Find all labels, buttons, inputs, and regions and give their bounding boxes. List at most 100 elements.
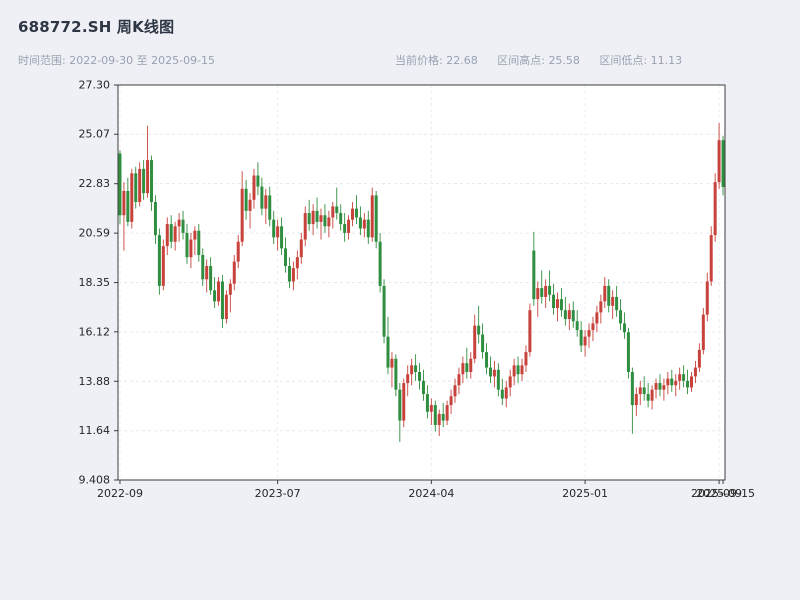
candle-body [327,217,331,227]
candle-body [583,336,587,346]
candle-body [591,323,595,331]
candle-body [130,173,134,222]
y-tick-label: 20.59 [79,227,111,240]
candle-body [382,285,386,337]
candle-body [425,394,429,412]
candle-body [441,413,445,421]
candle-body [575,321,579,331]
candle-body [693,367,697,377]
candle-body [213,290,217,302]
candle-body [138,168,142,203]
candle-body [717,140,721,183]
x-tick-label: 2025-09 [696,487,742,500]
candle-body [678,374,682,381]
candle-body [445,405,449,421]
current-price-stat: 当前价格: 22.68 [395,54,478,67]
candle-body [674,380,678,386]
candle-body [473,325,477,359]
candle-body [339,213,343,225]
candle-body [437,413,441,425]
candle-body [666,378,670,386]
candle-body [540,288,544,297]
candle-body [634,394,638,406]
candle-body [508,376,512,388]
candle-body [146,160,150,194]
candle-body [686,380,690,388]
candle-body [697,349,701,368]
candle-body [500,389,504,399]
candle-body [646,394,650,401]
candle-body [351,208,355,220]
candle-body [134,173,138,203]
candle-body [142,168,146,194]
candle-body [224,294,228,320]
candle-body [173,226,177,242]
candle-body [650,389,654,401]
candle-body [185,232,189,258]
candle-body [410,365,414,375]
range-low-label: 区间低点: [599,54,648,67]
candle-body [347,219,351,233]
candle-body [362,219,366,229]
y-tick-label: 25.07 [79,128,111,141]
price-stats: 当前价格: 22.68 区间高点: 25.58 区间低点: 11.13 [395,52,698,68]
candle-body [311,210,315,225]
candle-body [217,281,221,302]
candle-body [287,266,291,282]
x-tick-label: 2023-07 [255,487,301,500]
candle-body [429,405,433,412]
candle-body [161,246,165,286]
range-low-value: 11.13 [650,54,683,67]
candle-body [272,219,276,238]
candle-body [193,230,197,240]
candle-body [414,365,418,372]
candle-body [252,175,256,200]
candle-body [670,378,674,386]
candle-body [366,219,370,238]
candle-body [406,374,410,384]
date-range-label: 时间范围: 2022-09-30 至 2025-09-15 [18,54,216,67]
candle-body [567,310,571,320]
candle-body [319,215,323,222]
candle-body [240,188,244,242]
candle-body [630,371,634,406]
candle-body [559,299,563,311]
candle-body [571,310,575,322]
range-high-stat: 区间高点: 25.58 [497,54,580,67]
candle-body [449,396,453,406]
candle-body [496,369,500,390]
candle-body [264,195,268,209]
candle-body [595,312,599,324]
candle-body [626,332,630,372]
candle-body [465,363,469,372]
range-high-label: 区间高点: [497,54,545,67]
candle-body [615,296,619,311]
candle-body [181,219,185,233]
candle-body [611,296,615,306]
candle-body [477,325,481,335]
candle-body [721,140,725,187]
candle-body [122,190,126,216]
candle-body [689,376,693,388]
candle-body [291,268,295,282]
range-low-stat: 区间低点: 11.13 [599,54,682,67]
candle-body [280,226,284,249]
candle-body [658,383,662,390]
candle-body [335,206,339,214]
candle-body [201,254,205,280]
candle-body [563,310,567,320]
candle-body [682,374,686,381]
candle-body [374,195,378,242]
current-price-value: 22.68 [446,54,478,67]
candle-body [378,241,382,286]
candle-body [118,153,122,216]
candle-body [205,266,209,280]
candle-body [402,383,406,421]
candle-body [705,281,709,315]
candle-body [421,380,425,395]
candle-body [165,224,169,247]
y-tick-label: 13.88 [79,375,111,388]
candle-body [153,202,157,236]
candle-body [512,365,516,377]
candle-body [485,352,489,368]
